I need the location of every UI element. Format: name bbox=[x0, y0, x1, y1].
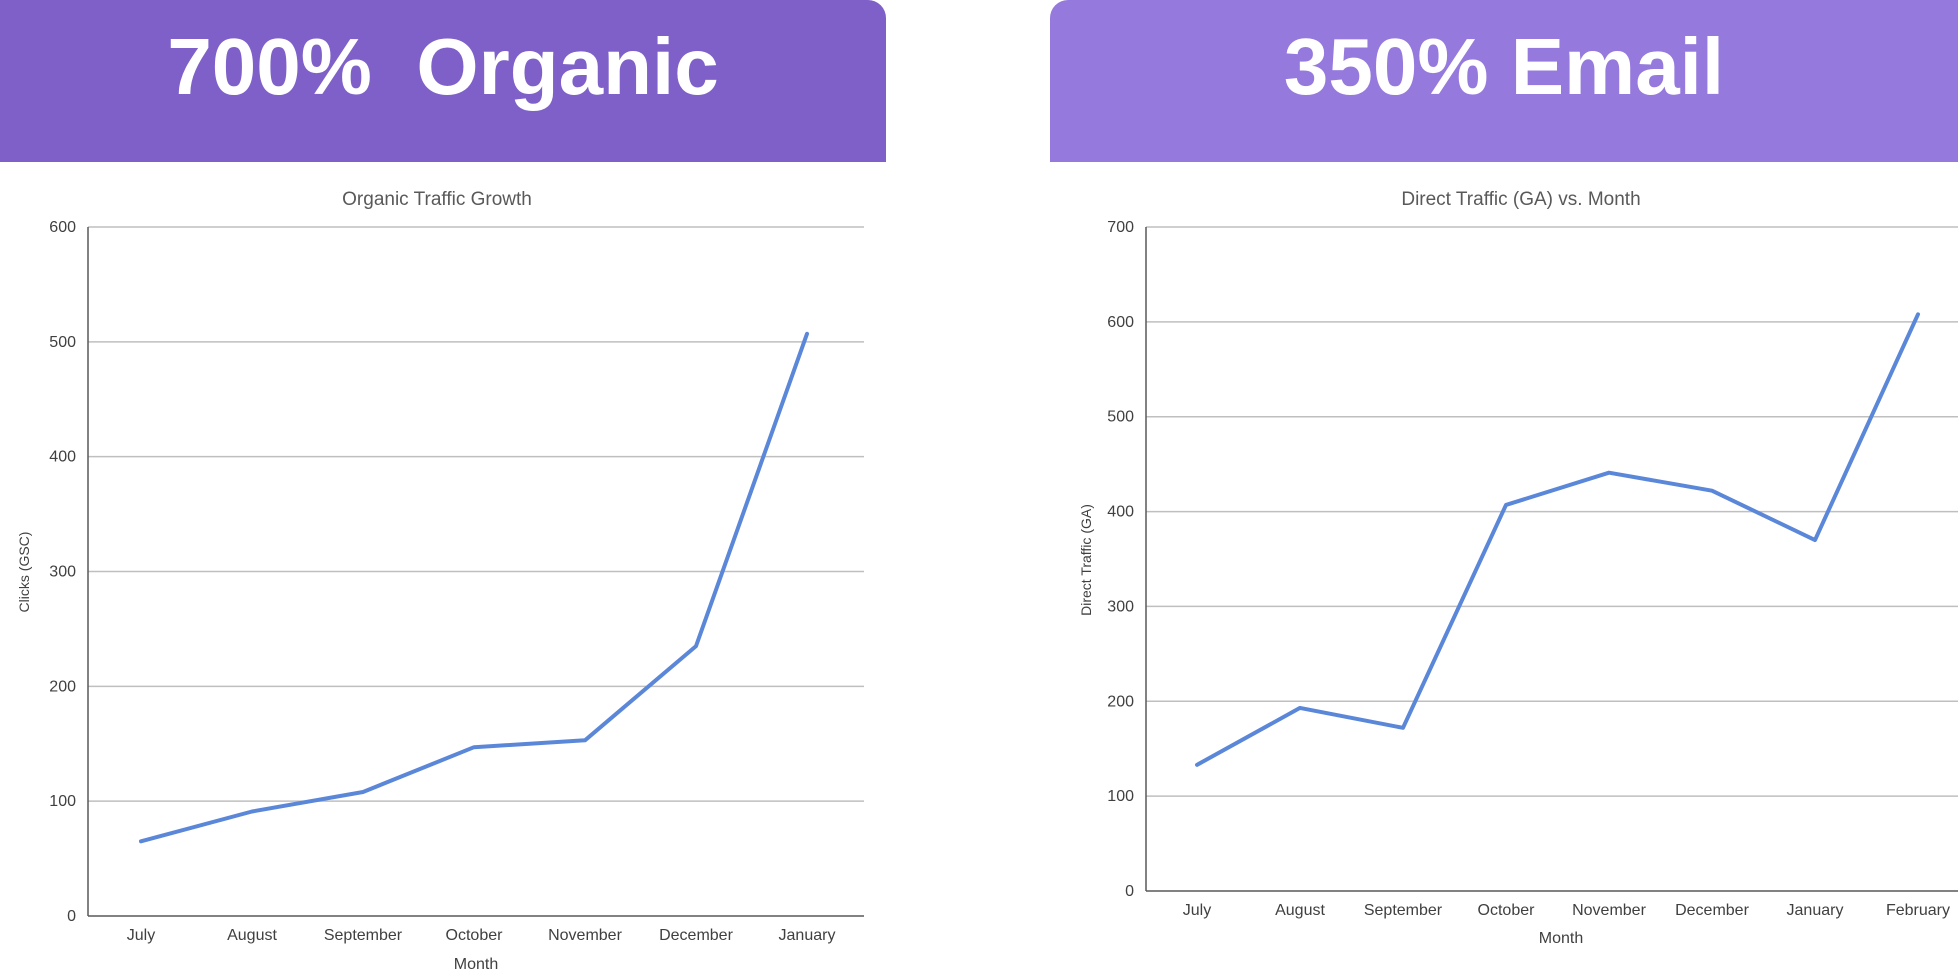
direct-chart-data-point bbox=[1298, 706, 1302, 710]
organic-chart-data-point bbox=[472, 745, 476, 749]
organic-chart-x-ticks: July August September October November Decemb… bbox=[127, 927, 836, 944]
organic-chart-data-point bbox=[139, 839, 143, 843]
direct-chart-x-tick-label: July bbox=[1183, 902, 1211, 919]
organic-chart-x-tick-label: December bbox=[659, 927, 733, 944]
organic-chart-y-tick-label: 0 bbox=[67, 908, 76, 925]
email-growth-banner-text: 350% Email bbox=[1283, 22, 1725, 111]
organic-chart-data-point bbox=[583, 738, 587, 742]
direct-chart-y-axis-label: Direct Traffic (GA) bbox=[1078, 504, 1094, 616]
direct-chart-y-tick-label: 700 bbox=[1107, 219, 1134, 236]
direct-chart-y-tick-label: 200 bbox=[1107, 693, 1134, 710]
organic-chart-x-tick-label: July bbox=[127, 927, 155, 944]
organic-chart-y-tick-label: 100 bbox=[49, 793, 76, 810]
direct-chart-x-tick-label: October bbox=[1478, 902, 1536, 919]
organic-chart-data-point bbox=[694, 644, 698, 648]
organic-chart-y-tick-label: 300 bbox=[49, 564, 76, 581]
direct-chart-x-ticks: July August September October November Decemb… bbox=[1183, 902, 1950, 919]
direct-chart-data-point bbox=[1401, 726, 1405, 730]
organic-chart-y-ticks: 0 100 200 300 400 500 600 bbox=[49, 219, 76, 925]
direct-chart-x-tick-label: January bbox=[1787, 902, 1844, 919]
organic-chart-x-tick-label: August bbox=[227, 927, 277, 944]
organic-chart-x-axis-label: Month bbox=[454, 956, 498, 973]
direct-chart-data-point bbox=[1607, 471, 1611, 475]
direct-chart-data-point bbox=[1916, 312, 1920, 316]
direct-chart-data-point bbox=[1813, 538, 1817, 542]
direct-chart-data-point bbox=[1710, 489, 1714, 493]
email-growth-banner: 350% Email bbox=[1050, 0, 1958, 162]
organic-chart-y-tick-label: 400 bbox=[49, 449, 76, 466]
direct-chart-series bbox=[1195, 312, 1920, 767]
organic-traffic-chart: Organic Traffic Growth Clicks (GSC) Mont… bbox=[16, 189, 864, 973]
direct-chart-x-tick-label: November bbox=[1572, 902, 1646, 919]
direct-chart-y-tick-label: 500 bbox=[1107, 409, 1134, 426]
direct-chart-x-tick-label: February bbox=[1886, 902, 1950, 919]
organic-chart-y-tick-label: 500 bbox=[49, 334, 76, 351]
direct-chart-y-tick-label: 300 bbox=[1107, 598, 1134, 615]
organic-chart-data-point bbox=[250, 810, 254, 814]
direct-chart-x-tick-label: August bbox=[1275, 902, 1325, 919]
direct-chart-series-line bbox=[1195, 312, 1920, 767]
organic-chart-title: Organic Traffic Growth bbox=[342, 189, 532, 210]
direct-chart-y-tick-label: 100 bbox=[1107, 788, 1134, 805]
organic-chart-y-axis-label: Clicks (GSC) bbox=[16, 532, 32, 613]
organic-chart-x-tick-label: October bbox=[446, 927, 504, 944]
organic-chart-gridlines bbox=[87, 226, 864, 917]
organic-chart-y-tick-label: 600 bbox=[49, 219, 76, 236]
direct-chart-x-tick-label: December bbox=[1675, 902, 1749, 919]
organic-growth-banner: 700% Organic bbox=[0, 0, 886, 162]
organic-growth-banner-text: 700% Organic bbox=[167, 22, 719, 111]
organic-chart-data-point bbox=[361, 790, 365, 794]
direct-chart-x-axis-label: Month bbox=[1539, 930, 1583, 947]
organic-chart-x-tick-label: September bbox=[324, 927, 403, 944]
organic-chart-series-line bbox=[139, 331, 809, 844]
organic-chart-x-tick-label: November bbox=[548, 927, 622, 944]
direct-chart-x-tick-label: September bbox=[1364, 902, 1443, 919]
organic-chart-y-tick-label: 200 bbox=[49, 678, 76, 695]
direct-chart-title: Direct Traffic (GA) vs. Month bbox=[1401, 189, 1640, 210]
organic-chart-x-tick-label: January bbox=[779, 927, 836, 944]
direct-chart-y-ticks: 0 100 200 300 400 500 600 700 bbox=[1107, 219, 1134, 900]
direct-chart-data-point bbox=[1195, 763, 1199, 767]
direct-chart-y-tick-label: 0 bbox=[1125, 883, 1134, 900]
direct-chart-y-tick-label: 400 bbox=[1107, 504, 1134, 521]
direct-chart-data-point bbox=[1504, 503, 1508, 507]
direct-chart-gridlines bbox=[1145, 226, 1958, 892]
organic-chart-data-point bbox=[805, 332, 809, 336]
direct-traffic-chart: Direct Traffic (GA) vs. Month Direct Tra… bbox=[1078, 189, 1958, 947]
organic-chart-series bbox=[139, 331, 809, 844]
direct-chart-y-tick-label: 600 bbox=[1107, 314, 1134, 331]
